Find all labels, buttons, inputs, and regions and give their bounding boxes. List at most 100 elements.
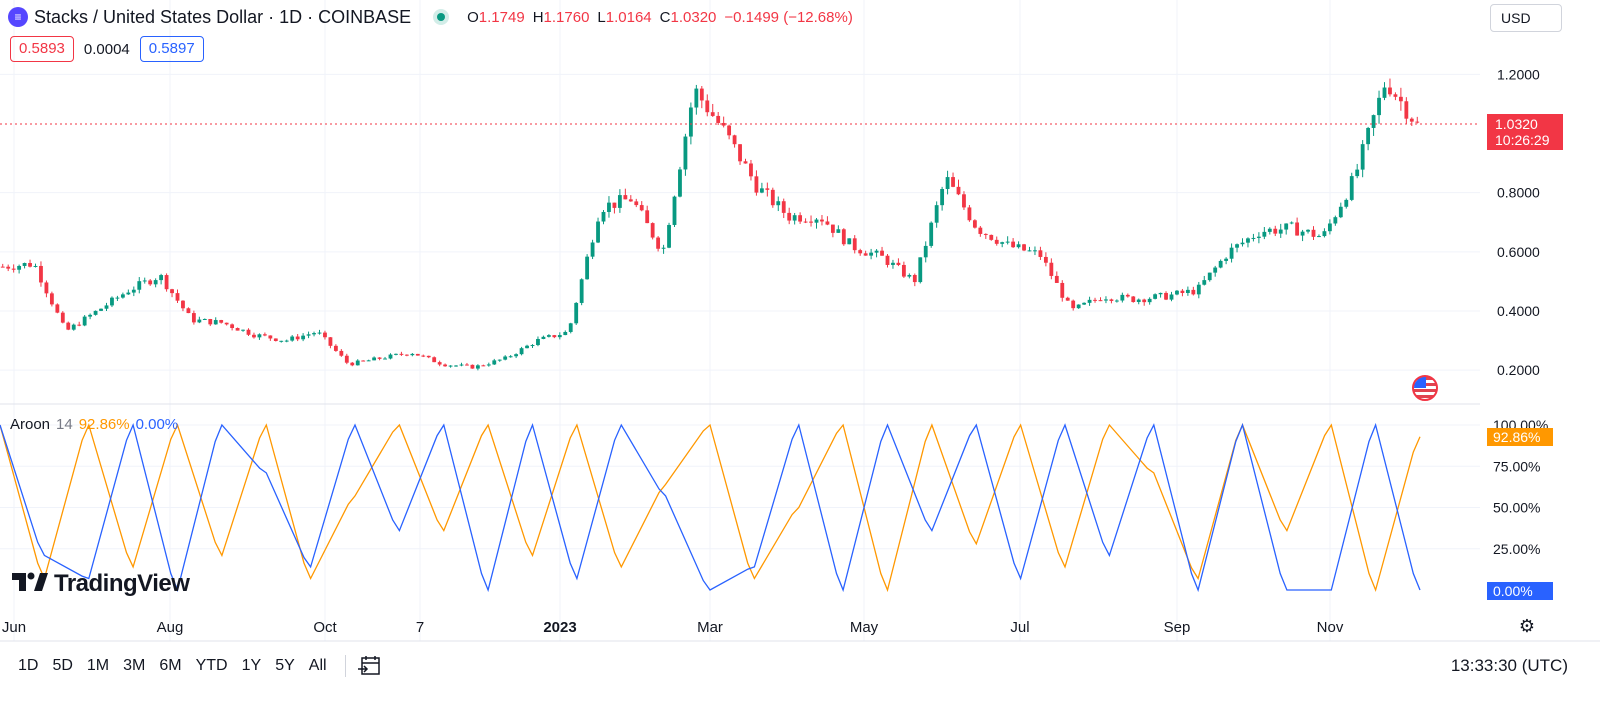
aroon-legend[interactable]: Aroon 14 92.86% 0.00%	[10, 416, 179, 433]
time-tick-label: Aug	[157, 619, 184, 636]
candle-body	[1049, 262, 1054, 276]
candle-body	[350, 362, 355, 366]
range-6m-button[interactable]: 6M	[159, 657, 182, 674]
candle-body	[465, 364, 469, 366]
time-tick-label: Mar	[697, 619, 723, 636]
candle-body	[792, 215, 797, 221]
candle-body	[1120, 294, 1125, 301]
candle-body	[972, 220, 977, 228]
price-tick-label: 0.2000	[1497, 362, 1540, 378]
calendar-goto-icon[interactable]	[356, 655, 382, 677]
aroon-tick-label: 75.00%	[1493, 458, 1540, 474]
candle-body	[814, 219, 819, 223]
candle-body	[907, 274, 912, 277]
aroon-tick-label: 50.00%	[1493, 500, 1540, 516]
candle-body	[743, 161, 748, 164]
candle-body	[437, 362, 442, 365]
candle-body	[99, 308, 103, 311]
gear-icon[interactable]: ⚙	[1518, 616, 1536, 636]
candle-body	[983, 233, 988, 235]
range-3m-button[interactable]: 3M	[123, 657, 146, 674]
candle-body	[1191, 289, 1196, 295]
candle-body	[1202, 280, 1207, 285]
time-tick-label: Oct	[313, 619, 337, 636]
candle-body	[366, 360, 371, 362]
candle-body	[1071, 300, 1076, 309]
candle-body	[1415, 121, 1420, 123]
range-1y-button[interactable]: 1Y	[241, 657, 262, 674]
candle-body	[656, 237, 661, 249]
buy-price-button[interactable]: 0.5897	[139, 36, 204, 62]
candle-body	[1093, 299, 1097, 301]
symbol-title[interactable]: Stacks / United States Dollar · 1D · COI…	[34, 6, 412, 27]
candle-body	[241, 329, 245, 331]
candle-body	[563, 331, 568, 336]
range-ytd-button[interactable]: YTD	[195, 657, 228, 674]
candle-body	[410, 353, 415, 356]
candle-body	[820, 219, 824, 222]
candle-body	[956, 186, 961, 195]
price-tick-label: 0.6000	[1497, 244, 1540, 260]
candle-body	[28, 263, 32, 267]
candle-body	[1284, 223, 1289, 230]
candle-body	[934, 205, 939, 223]
candle-body	[1158, 292, 1163, 295]
candle-body	[847, 238, 852, 245]
candle-body	[776, 201, 781, 206]
tradingview-logo[interactable]: TradingView	[12, 570, 190, 598]
candle-body	[399, 353, 404, 355]
candle-body	[705, 100, 710, 113]
candle-body	[1114, 300, 1119, 302]
range-all-button[interactable]: All	[308, 657, 327, 674]
candle-body	[317, 332, 322, 334]
candle-body	[716, 115, 721, 123]
candle-body	[17, 265, 22, 270]
sell-price-button[interactable]: 0.5893	[10, 36, 74, 62]
candle-body	[1256, 236, 1261, 238]
candle-body	[525, 345, 529, 349]
candle-body	[262, 334, 267, 336]
candle-body	[530, 345, 535, 347]
us-flag-icon[interactable]	[1412, 375, 1438, 401]
candle-body	[1087, 299, 1092, 303]
symbol-header[interactable]: ≡ Stacks / United States Dollar · 1D · C…	[8, 5, 853, 29]
candle-body	[738, 144, 742, 162]
candle-body	[1164, 292, 1168, 300]
candle-body	[60, 312, 65, 323]
candle-body	[678, 169, 682, 197]
candle-body	[49, 293, 54, 305]
bid-ask-row: 0.5893 0.0004 0.5897	[10, 36, 204, 62]
candle-body	[361, 360, 366, 362]
candle-body	[951, 177, 955, 187]
candle-body	[1016, 244, 1021, 248]
range-5d-button[interactable]: 5D	[52, 657, 73, 674]
time-tick-label: Jun	[2, 619, 26, 636]
candle-body	[6, 266, 11, 269]
range-1d-button[interactable]: 1D	[18, 657, 39, 674]
candle-body	[1185, 289, 1190, 294]
candle-body	[508, 356, 513, 358]
market-open-dot-icon	[437, 13, 446, 21]
range-5y-button[interactable]: 5Y	[275, 657, 295, 674]
candle-body	[978, 227, 983, 234]
candle-body	[137, 281, 142, 290]
candle-body	[1289, 222, 1294, 224]
candle-body	[1180, 290, 1185, 294]
candle-body	[1131, 296, 1136, 303]
currency-selector[interactable]: USD	[1490, 4, 1562, 32]
candle-body	[1142, 299, 1147, 303]
candle-body	[557, 335, 562, 338]
candle-body	[825, 221, 830, 225]
candle-body	[1322, 231, 1327, 237]
grid	[0, 0, 1480, 641]
candle-body	[503, 356, 508, 360]
candle-body	[415, 353, 420, 356]
candle-body	[301, 335, 306, 340]
range-1m-button[interactable]: 1M	[86, 657, 110, 674]
candle-body	[252, 334, 256, 338]
candle-body	[208, 318, 213, 325]
ohlc-values: O1.1749 H1.1760 L1.0164 C1.0320 −0.1499 …	[467, 8, 853, 26]
candle-body	[77, 324, 82, 326]
utc-clock[interactable]: 13:33:30 (UTC)	[1450, 656, 1568, 675]
